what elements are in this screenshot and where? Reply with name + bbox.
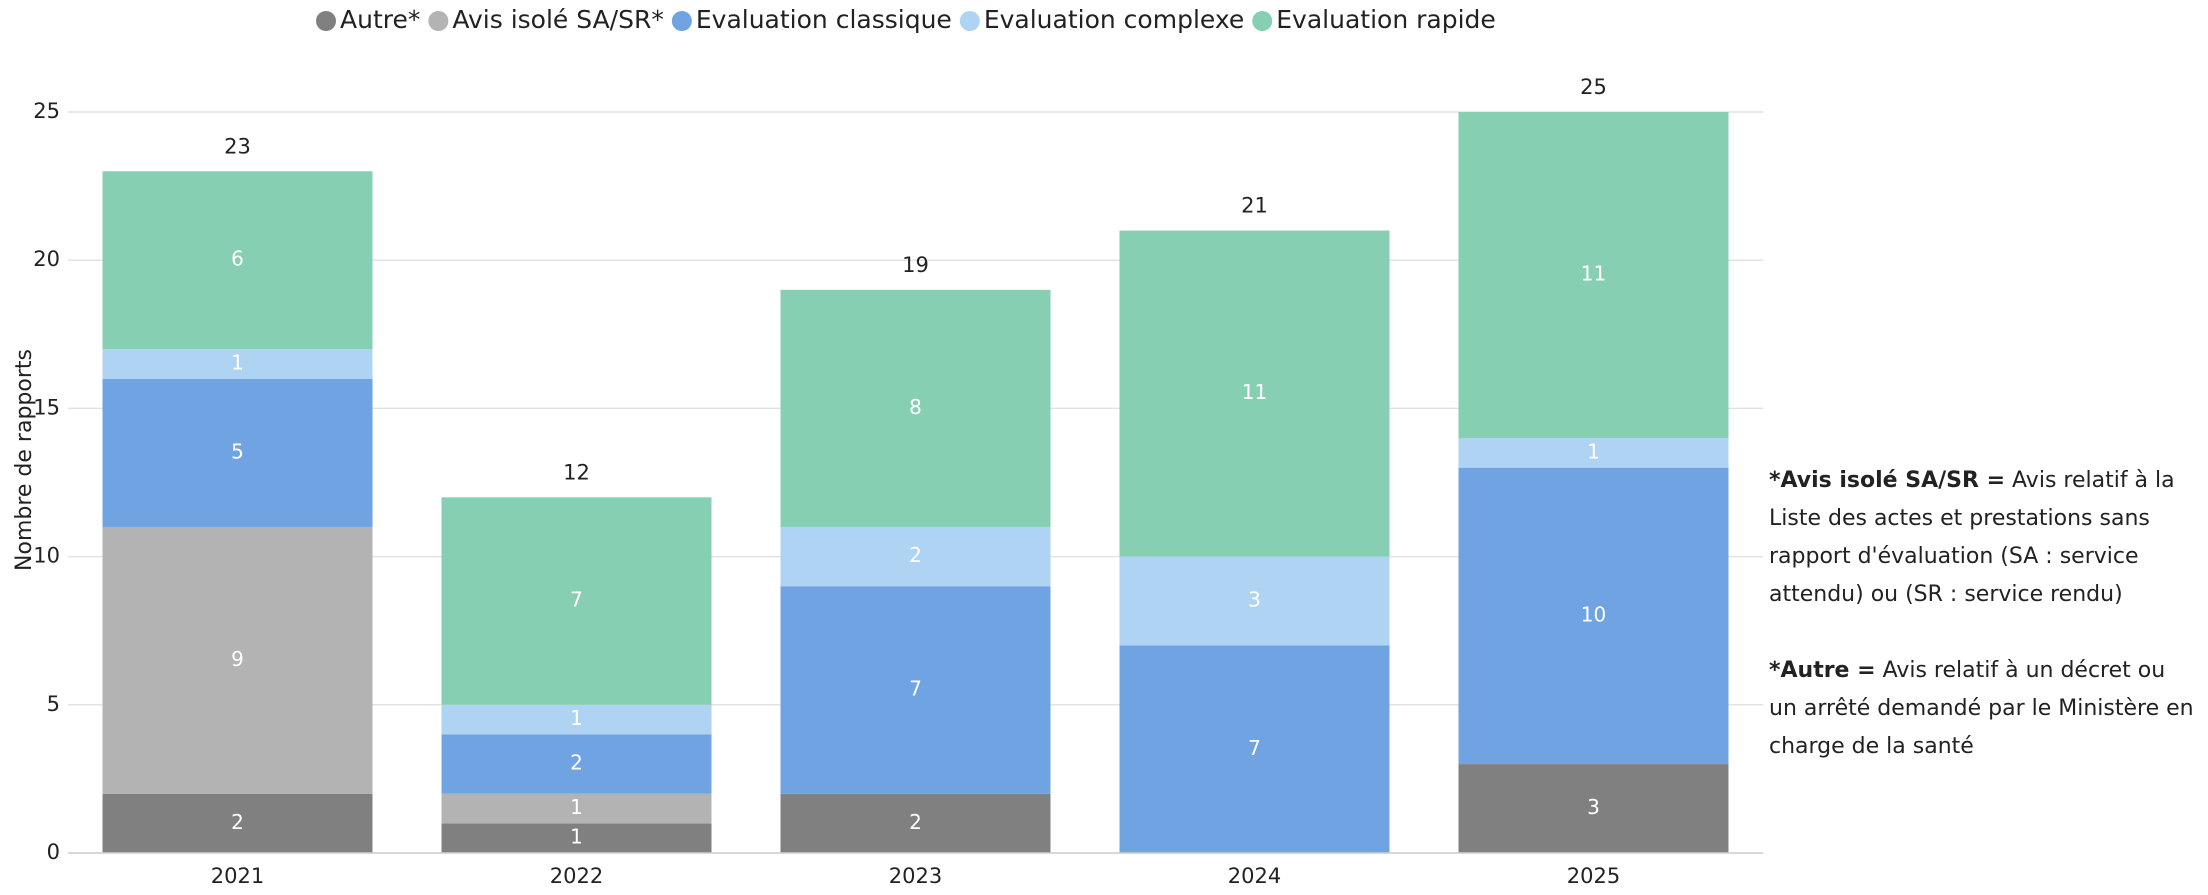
x-tick-label: 2022 [550,864,603,888]
segment-label: 2 [909,543,922,567]
segment-label: 9 [231,647,244,671]
legend-marker [671,11,692,31]
y-axis-label: Nombre de rapports [12,349,37,571]
bar-segment [441,823,712,853]
legend-label: Autre* [340,5,420,34]
segment-label: 11 [1242,380,1267,404]
total-label: 23 [224,134,251,158]
segment-label: 6 [231,247,244,271]
note: *Avis isolé SA/SR = Avis relatif à la Li… [1769,462,2199,614]
x-tick-label: 2023 [889,864,942,888]
note-text: Avis relatif à la Liste des actes et pre… [1769,468,2175,607]
bar-segment [1458,764,1729,853]
bar-segment [102,793,373,853]
segment-label: 10 [1581,602,1606,626]
note-term: *Autre = [1769,658,1876,683]
y-tick-label: 25 [33,99,60,123]
bar-segment [441,704,712,735]
legend-label: Avis isolé SA/SR* [452,5,664,34]
bar-segment [1458,438,1729,468]
segment-label: 1 [570,795,583,819]
note: *Autre = Avis relatif à un décret ou un … [1769,652,2199,766]
segment-label: 3 [1248,588,1261,612]
x-tick-label: 2021 [211,864,264,888]
segment-label: 8 [909,395,922,419]
segment-label: 7 [1248,736,1261,760]
segment-label: 1 [231,350,244,374]
segment-label: 1 [570,825,583,849]
y-tick-label: 15 [33,395,60,419]
bar-segment [780,586,1051,794]
total-label: 25 [1580,75,1607,99]
bar-segment [102,378,373,527]
segment-label: 1 [1587,439,1600,463]
total-label: 12 [563,460,590,484]
segment-label: 5 [231,439,244,463]
legend-marker [1252,11,1273,31]
y-tick-label: 5 [47,692,60,716]
y-tick-label: 0 [47,840,60,864]
bar-segment [1119,645,1390,853]
bar-segment [441,497,712,705]
x-tick-label: 2025 [1567,864,1620,888]
bar-segment [1119,556,1390,646]
y-tick-label: 20 [33,247,60,271]
total-label: 21 [1241,194,1268,218]
bar-segment [780,526,1051,587]
segment-label: 11 [1581,262,1606,286]
segment-label: 1 [570,706,583,730]
note-text: Avis relatif à un décret ou un arrêté de… [1769,658,2194,759]
bar-segment [441,793,712,824]
notes: *Avis isolé SA/SR = Avis relatif à la Li… [1769,462,2199,804]
bar-segment [102,349,373,379]
legend-marker [316,11,336,31]
segment-label: 7 [570,588,583,612]
legend-marker [959,11,980,31]
bar-segment [1119,230,1390,557]
legend-marker [428,11,449,31]
legend-label: Evaluation complexe [984,5,1244,34]
segment-label: 2 [909,810,922,834]
bar-segment [780,793,1051,853]
bar-segment [102,526,373,794]
legend-label: Evaluation rapide [1276,5,1496,34]
segment-label: 2 [231,810,244,834]
total-label: 19 [902,253,929,277]
segment-label: 2 [570,751,583,775]
segment-label: 7 [909,676,922,700]
bar-segment [1458,467,1729,765]
bar-segment [441,734,712,794]
segment-label: 3 [1587,795,1600,819]
x-tick-label: 2024 [1228,864,1281,888]
legend-label: Evaluation classique [696,5,952,34]
bar-segment [780,289,1051,527]
bar-segment [102,171,373,350]
bar-segment [1458,112,1729,439]
y-tick-label: 10 [33,544,60,568]
note-term: *Avis isolé SA/SR = [1769,468,2006,493]
